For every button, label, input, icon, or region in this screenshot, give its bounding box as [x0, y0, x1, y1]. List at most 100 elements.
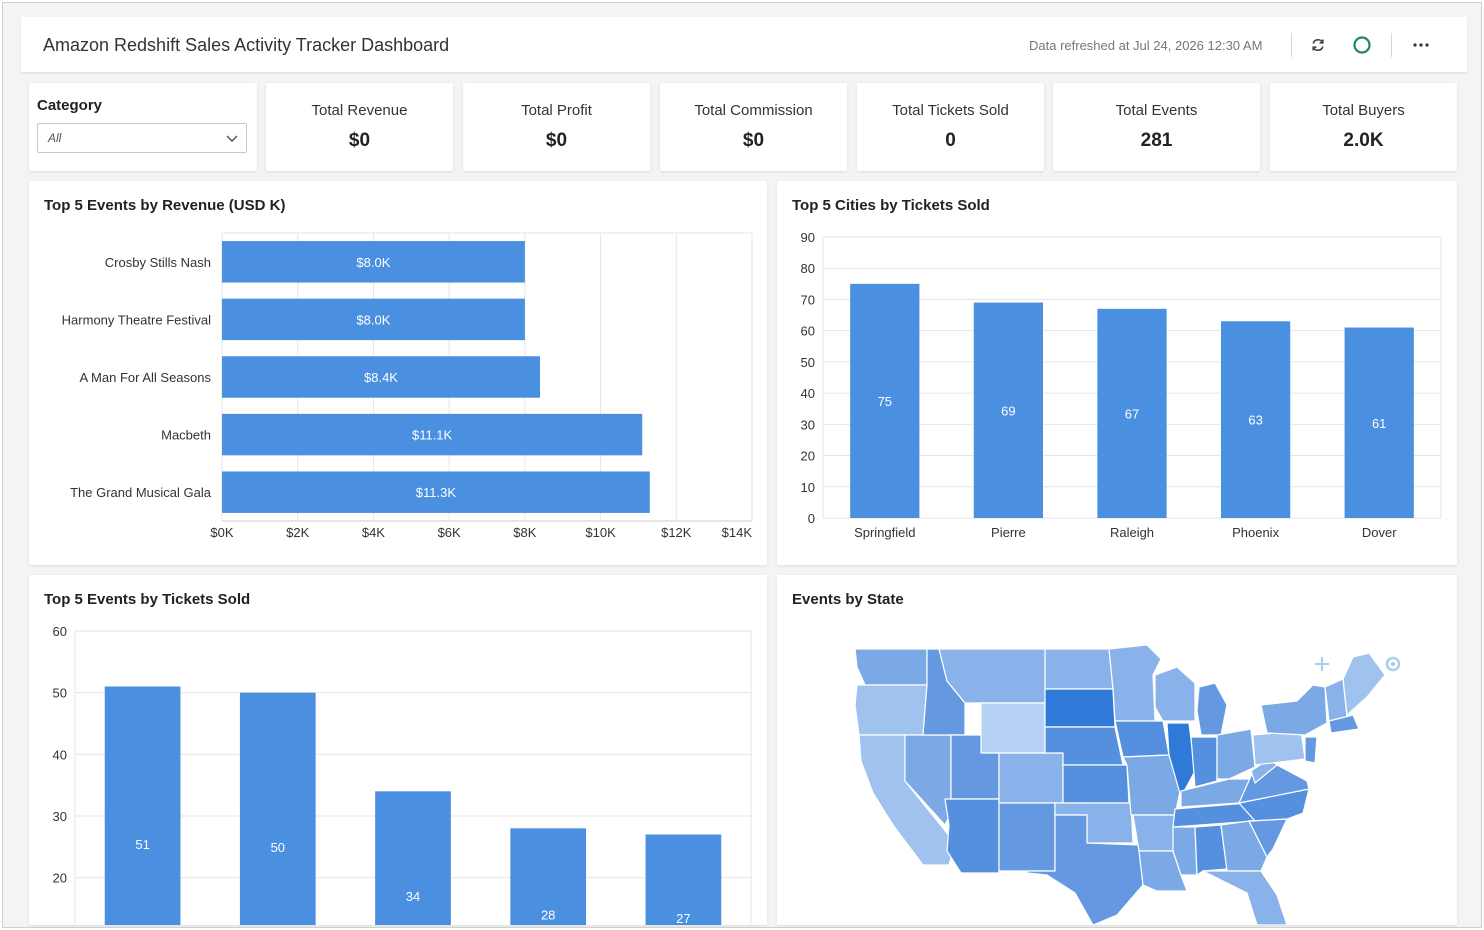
data-label: 61 — [1372, 416, 1386, 431]
chevron-down-icon — [226, 135, 238, 143]
map-state-mississippi — [1172, 826, 1198, 876]
kpi-value: 0 — [945, 130, 956, 151]
map-state-arizona — [944, 798, 1000, 874]
map-state-wyoming — [980, 702, 1046, 754]
events-by-state-widget: Events by State — [777, 575, 1457, 925]
kpi-card-total-buyers: Total Buyers 2.0K — [1270, 83, 1457, 171]
x-tick-label: $14K — [722, 525, 753, 540]
category-label: Pierre — [991, 525, 1026, 540]
map-state-new-jersey — [1304, 736, 1318, 764]
map-state-oregon — [854, 684, 928, 736]
bar — [645, 834, 722, 925]
y-tick-label: 40 — [53, 747, 67, 762]
map-state-pennsylvania — [1252, 730, 1306, 766]
x-tick-label: $2K — [286, 525, 309, 540]
more-icon — [1413, 43, 1429, 47]
refresh-button[interactable] — [1304, 31, 1332, 59]
category-label: Raleigh — [1110, 525, 1154, 540]
category-label: A Man For All Seasons — [79, 370, 211, 385]
data-label: $11.1K — [412, 428, 453, 443]
x-tick-label: $8K — [513, 525, 536, 540]
data-label: 75 — [878, 394, 892, 409]
data-label: $11.3K — [416, 485, 457, 500]
events-tickets-widget: Top 5 Events by Tickets Sold 10203040506… — [29, 575, 767, 925]
cities-tickets-widget: Top 5 Cities by Tickets Sold 0 10 20 30 40 50… — [777, 181, 1457, 565]
bar — [1220, 321, 1291, 518]
kpi-label: Total Buyers — [1322, 102, 1405, 119]
kpi-label: Total Events — [1115, 102, 1198, 119]
data-label: 27 — [676, 911, 690, 925]
bar — [1344, 327, 1414, 518]
revenue-events-widget: Top 5 Events by Revenue (USD K) $0K $2K $4… — [29, 181, 767, 565]
map-state-maine — [1342, 652, 1386, 716]
kpi-value: $0 — [742, 130, 765, 151]
map-state-alabama — [1194, 824, 1228, 876]
reset-icon[interactable] — [1384, 655, 1402, 673]
map-state-massachusetts — [1328, 714, 1360, 734]
y-tick-label: 90 — [801, 230, 815, 245]
map-state-washington — [854, 648, 928, 686]
bar — [222, 298, 525, 341]
data-label: 34 — [406, 889, 420, 904]
category-select-value: All — [48, 131, 62, 145]
kpi-card-total-events: Total Events 281 — [1053, 83, 1260, 171]
events-tickets-chart: 1020304050605150342827 — [53, 624, 752, 925]
category-label: The Grand Musical Gala — [70, 485, 212, 500]
bar — [222, 356, 540, 398]
dashboard-header: Amazon Redshift Sales Activity Tracker D… — [21, 17, 1467, 73]
zoom-in-icon[interactable] — [1313, 655, 1331, 673]
map-state-iowa — [1114, 720, 1170, 758]
category-filter-label: Category — [37, 97, 103, 114]
status-button[interactable] — [1348, 31, 1376, 59]
y-tick-label: 70 — [801, 292, 815, 307]
y-tick-label: 20 — [801, 449, 815, 464]
category-label: Crosby Stills Nash — [105, 255, 211, 270]
data-label: $8.0K — [356, 255, 390, 270]
category-label: Harmony Theatre Festival — [62, 312, 211, 327]
more-options-button[interactable] — [1407, 31, 1435, 59]
y-tick-label: 50 — [53, 686, 67, 701]
category-select[interactable]: All — [37, 123, 247, 153]
bar — [1097, 308, 1167, 518]
kpi-value: 2.0K — [1343, 130, 1384, 151]
widget-title: Top 5 Events by Revenue (USD K) — [44, 197, 286, 214]
category-label: Phoenix — [1232, 525, 1279, 540]
bar — [104, 686, 181, 925]
refresh-timestamp: Data refreshed at Jul 24, 2026 12:30 AM — [1029, 38, 1263, 53]
y-tick-label: 20 — [53, 871, 67, 886]
kpi-card-total-profit: Total Profit $0 — [463, 83, 650, 171]
data-label: 50 — [271, 840, 285, 855]
header-divider — [1291, 33, 1292, 57]
map-state-georgia — [1220, 820, 1268, 872]
map-state-new-york — [1260, 684, 1328, 736]
bar — [222, 241, 525, 283]
x-tick-label: $10K — [585, 525, 616, 540]
widget-title: Events by State — [792, 591, 904, 608]
map-state-kansas — [1062, 764, 1130, 804]
category-label: Macbeth — [161, 428, 211, 443]
data-label: 63 — [1248, 413, 1262, 428]
y-tick-label: 60 — [53, 624, 67, 639]
y-tick-label: 40 — [801, 386, 815, 401]
bar — [973, 302, 1044, 518]
map-state-ohio — [1216, 728, 1256, 780]
header-divider — [1391, 33, 1392, 57]
y-tick-label: 60 — [801, 324, 815, 339]
kpi-label: Total Profit — [521, 102, 592, 119]
map-state-minnesota — [1108, 644, 1162, 722]
bar — [239, 692, 316, 925]
map-state-north-dakota — [1044, 648, 1114, 690]
refresh-icon — [1312, 38, 1324, 52]
data-label: 69 — [1001, 403, 1015, 418]
kpi-label: Total Commission — [694, 102, 813, 119]
map-state-florida — [1202, 870, 1288, 925]
us-map[interactable] — [777, 575, 1457, 925]
x-tick-label: $12K — [661, 525, 692, 540]
map-state-indiana — [1190, 736, 1218, 788]
map-state-michigan — [1196, 682, 1228, 736]
bar — [510, 828, 587, 925]
category-label: Springfield — [854, 525, 915, 540]
category-filter-card: Category All — [29, 83, 257, 171]
data-label: $8.0K — [356, 312, 390, 327]
map-state-wisconsin — [1154, 666, 1196, 722]
